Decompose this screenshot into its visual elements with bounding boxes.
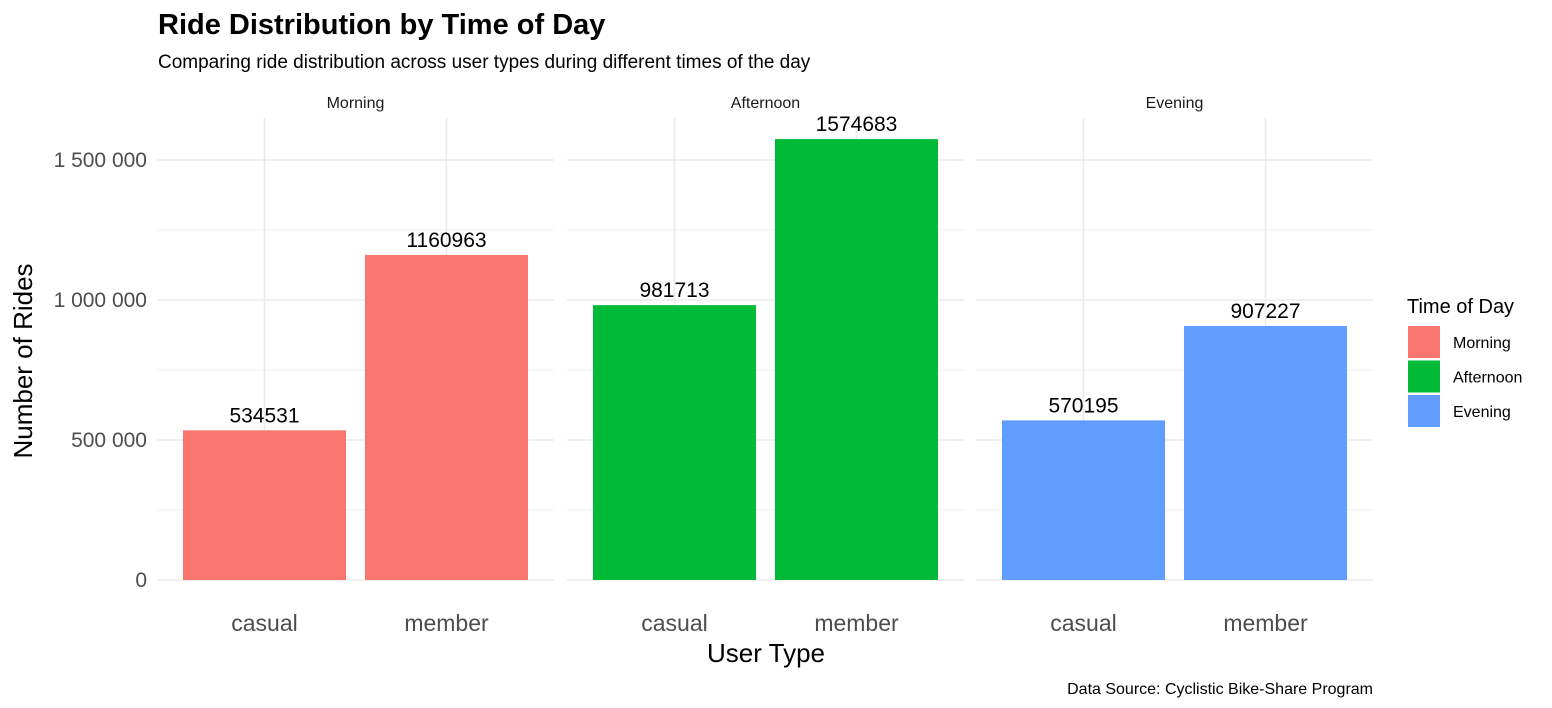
bar-value-label: 907227 — [1230, 300, 1300, 323]
legend-key-morning — [1408, 326, 1440, 358]
facet-strip-label: Evening — [1146, 95, 1204, 112]
x-tick-label: member — [404, 610, 489, 636]
facet-panel-evening: Evening 570195 907227 casual member — [976, 95, 1373, 636]
bar-morning-member — [365, 254, 528, 580]
chart-title: Ride Distribution by Time of Day — [158, 9, 605, 41]
facet-strip-label: Afternoon — [731, 95, 800, 112]
bar-value-label: 534531 — [229, 404, 299, 427]
y-tick-label: 1 000 000 — [54, 289, 147, 312]
legend-label: Morning — [1453, 335, 1511, 352]
bar-morning-casual — [183, 430, 346, 580]
bar-value-label: 1574683 — [816, 113, 898, 136]
facet-panel-afternoon: Afternoon 981713 1574683 casual member — [567, 95, 964, 636]
facet-strip-label: Morning — [327, 95, 385, 112]
x-tick-label: casual — [641, 610, 707, 636]
bar-value-label: 981713 — [639, 279, 709, 302]
legend: Time of Day Morning Afternoon Evening — [1407, 296, 1522, 427]
legend-key-evening — [1408, 395, 1440, 427]
x-tick-label: casual — [231, 610, 297, 636]
x-tick-label: casual — [1050, 610, 1116, 636]
legend-label: Evening — [1453, 404, 1511, 421]
x-tick-label: member — [814, 610, 899, 636]
bar-afternoon-casual — [593, 305, 756, 580]
y-axis: 0 500 000 1 000 000 1 500 000 — [54, 149, 147, 592]
y-tick-label: 0 — [135, 569, 147, 592]
chart-subtitle: Comparing ride distribution across user … — [158, 52, 811, 73]
bar-evening-casual — [1002, 420, 1165, 580]
legend-key-afternoon — [1408, 360, 1440, 393]
y-tick-label: 500 000 — [71, 429, 147, 452]
bar-value-label: 570195 — [1048, 394, 1118, 417]
x-tick-label: member — [1223, 610, 1308, 636]
bar-value-label: 1160963 — [406, 229, 486, 252]
y-tick-label: 1 500 000 — [54, 149, 147, 172]
x-axis-title: User Type — [707, 638, 825, 668]
y-axis-title: Number of Rides — [8, 263, 38, 458]
bar-afternoon-member — [775, 139, 938, 581]
legend-title: Time of Day — [1407, 296, 1514, 318]
caption: Data Source: Cyclistic Bike-Share Progra… — [1067, 681, 1373, 698]
bar-evening-member — [1184, 325, 1347, 580]
facet-panel-morning: Morning 534531 1160963 casual member — [157, 95, 554, 636]
legend-label: Afternoon — [1453, 370, 1522, 387]
